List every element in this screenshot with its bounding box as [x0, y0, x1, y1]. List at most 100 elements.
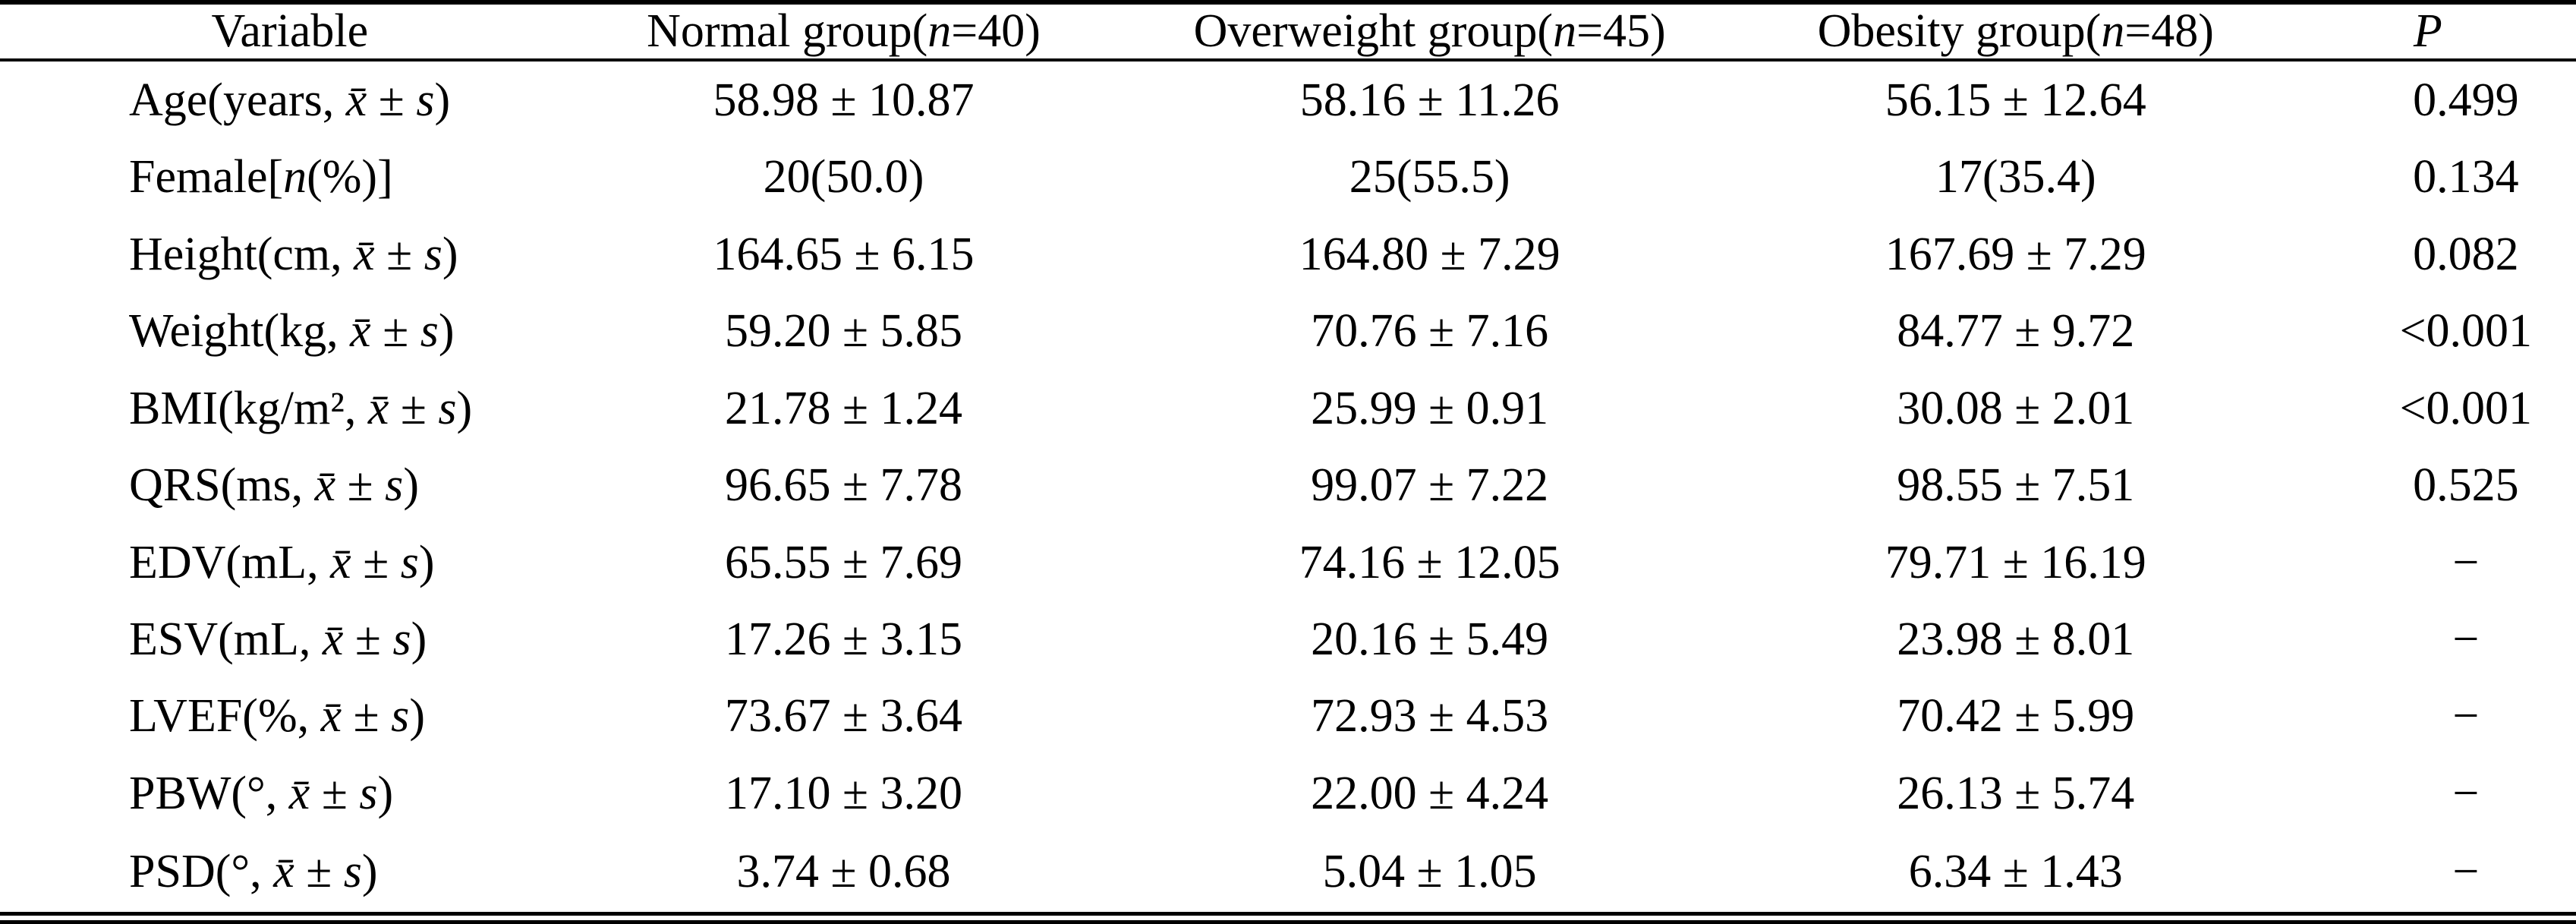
text: (%)]	[307, 151, 393, 203]
text: Age(years,	[129, 74, 346, 126]
text: )	[418, 536, 435, 588]
italic-text: n	[283, 151, 307, 203]
group-value: 56.15 ± 12.64	[1885, 74, 2146, 126]
group-value: 84.77 ± 9.72	[1897, 305, 2135, 358]
group-value: 74.16 ± 12.05	[1299, 536, 1560, 588]
text: Height(cm,	[129, 228, 354, 280]
group-value: 25(55.5)	[1349, 151, 1510, 203]
text: =45)	[1576, 5, 1666, 57]
p-value: 0.525	[2413, 459, 2519, 512]
italic-text: x̄	[322, 613, 344, 666]
text: ±	[342, 690, 392, 743]
p-value: <0.001	[2399, 305, 2533, 358]
group-value: 21.78 ± 1.24	[725, 382, 963, 434]
text: PBW(°,	[129, 767, 289, 819]
variable-label: QRS(ms, x̄ ± s)	[0, 447, 580, 524]
table-header: Variable Normal group(n=40) Overweight gro…	[0, 2, 2576, 61]
italic-text: s	[424, 228, 442, 280]
variable-label: EDV(mL, x̄ ± s)	[0, 524, 580, 601]
group-value: 58.98 ± 10.87	[713, 74, 975, 126]
group-value: 96.65 ± 7.78	[725, 459, 963, 512]
p-value: 0.134	[2413, 151, 2519, 203]
table-body: Age(years, x̄ ± s) 58.98 ± 10.87 58.16 ± 1…	[0, 60, 2576, 918]
text: ±	[389, 382, 439, 434]
text: ESV(mL,	[129, 613, 323, 666]
table-row: ESV(mL, x̄ ± s) 17.26 ± 3.15 20.16 ± 5.49 2…	[0, 601, 2576, 678]
text: ±	[374, 228, 424, 280]
italic-text: s	[343, 846, 362, 898]
group-value: 164.80 ± 7.29	[1299, 228, 1560, 280]
variable-label: ESV(mL, x̄ ± s)	[0, 601, 580, 678]
group-value: 59.20 ± 5.85	[725, 305, 963, 358]
text: ±	[370, 305, 420, 358]
italic-text: n	[1553, 5, 1577, 57]
column-header-p: P	[2279, 2, 2576, 61]
table-row: PSD(°, x̄ ± s) 3.74 ± 0.68 5.04 ± 1.05 6.34…	[0, 832, 2576, 918]
group-value: 79.71 ± 16.19	[1885, 536, 2146, 588]
italic-text: n	[2101, 5, 2125, 57]
group-value: 164.65 ± 6.15	[713, 228, 975, 280]
text: ±	[335, 459, 386, 512]
group-value: 73.67 ± 3.64	[725, 690, 963, 743]
table-row: PBW(°, x̄ ± s) 17.10 ± 3.20 22.00 ± 4.24 26…	[0, 755, 2576, 832]
text: )	[403, 459, 419, 512]
group-value: 5.04 ± 1.05	[1322, 846, 1537, 898]
group-value: 23.98 ± 8.01	[1897, 613, 2135, 666]
table-row: EDV(mL, x̄ ± s) 65.55 ± 7.69 74.16 ± 12.05…	[0, 524, 2576, 601]
text: EDV(mL,	[129, 536, 331, 588]
group-value: 30.08 ± 2.01	[1897, 382, 2135, 434]
p-value: −	[2452, 536, 2480, 588]
text: ±	[310, 767, 360, 819]
italic-text: x̄	[354, 228, 375, 280]
group-value: 26.13 ± 5.74	[1897, 767, 2135, 819]
group-value: 3.74 ± 0.68	[736, 846, 951, 898]
text: PSD(°,	[129, 846, 274, 898]
p-value: 0.499	[2413, 74, 2519, 126]
header-row: Variable Normal group(n=40) Overweight gro…	[0, 2, 2576, 61]
text: ±	[367, 74, 417, 126]
text: Overweight group(	[1193, 5, 1554, 57]
group-value: 72.93 ± 4.53	[1311, 690, 1549, 743]
p-value: <0.001	[2399, 382, 2533, 434]
variable-label: Weight(kg, x̄ ± s)	[0, 293, 580, 370]
group-value: 6.34 ± 1.43	[1908, 846, 2123, 898]
italic-text: x̄	[330, 536, 351, 588]
variable-label: Age(years, x̄ ± s)	[0, 60, 580, 139]
text: )	[434, 74, 451, 126]
group-value: 58.16 ± 11.26	[1299, 74, 1560, 126]
group-value: 20.16 ± 5.49	[1311, 613, 1549, 666]
text: )	[361, 846, 378, 898]
text: =40)	[951, 5, 1041, 57]
italic-text: x̄	[367, 382, 389, 434]
italic-text: s	[438, 382, 457, 434]
column-header-normal: Normal group(n=40)	[579, 2, 1108, 61]
text: )	[438, 305, 455, 358]
text: ±	[343, 613, 393, 666]
p-value: −	[2452, 846, 2480, 898]
group-value: 65.55 ± 7.69	[725, 536, 963, 588]
text: Weight(kg,	[129, 305, 351, 358]
text: BMI(kg/m²,	[129, 382, 368, 434]
text: Female[	[129, 151, 284, 203]
group-value: 99.07 ± 7.22	[1311, 459, 1549, 512]
italic-text: s	[420, 305, 439, 358]
text: ±	[351, 536, 401, 588]
italic-text: s	[385, 459, 404, 512]
text: LVEF(%,	[129, 690, 321, 743]
italic-text: s	[359, 767, 378, 819]
p-value: −	[2452, 613, 2480, 666]
italic-text: x̄	[345, 74, 367, 126]
text: )	[411, 613, 427, 666]
table-row: Height(cm, x̄ ± s) 164.65 ± 6.15 164.80 ± …	[0, 216, 2576, 293]
text: )	[409, 690, 425, 743]
text: =48)	[2124, 5, 2214, 57]
italic-text: s	[400, 536, 419, 588]
italic-text: s	[416, 74, 435, 126]
group-value: 70.42 ± 5.99	[1897, 690, 2135, 743]
p-value: −	[2452, 690, 2480, 743]
table-row: Age(years, x̄ ± s) 58.98 ± 10.87 58.16 ± 1…	[0, 60, 2576, 139]
table-row: QRS(ms, x̄ ± s) 96.65 ± 7.78 99.07 ± 7.22 9…	[0, 447, 2576, 524]
text: ±	[294, 846, 344, 898]
italic-text: x̄	[273, 846, 294, 898]
